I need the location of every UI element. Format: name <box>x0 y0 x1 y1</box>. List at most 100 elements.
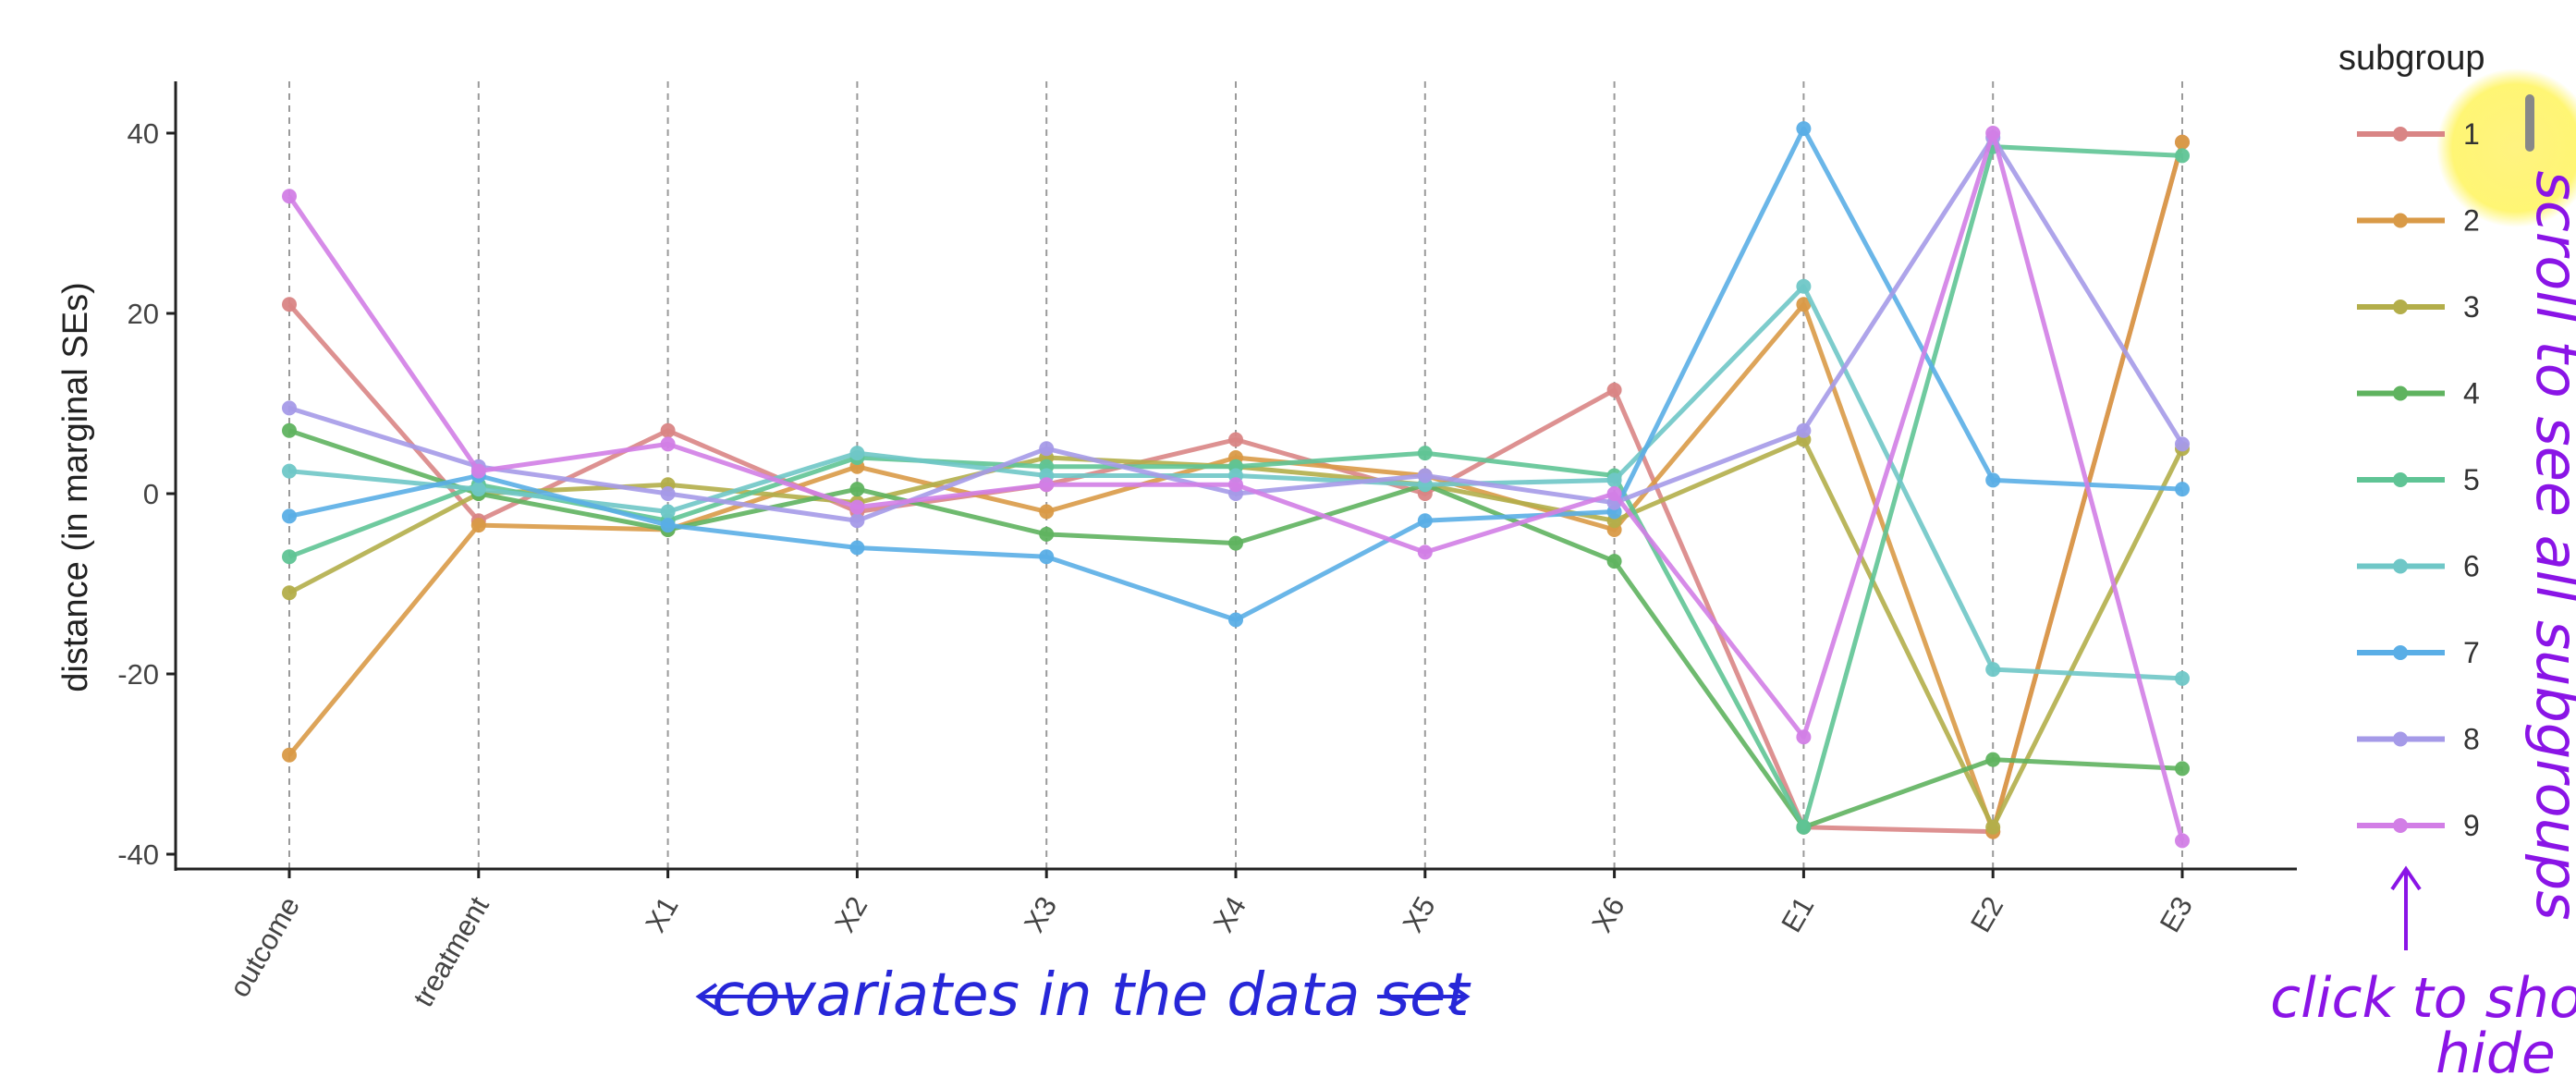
series-2-point <box>1039 504 1055 520</box>
legend-scrollbar[interactable] <box>2525 94 2534 152</box>
series-8-point <box>1417 468 1433 483</box>
legend-title: subgroup <box>2338 39 2484 78</box>
x-tick-label-treatment: treatment <box>407 891 495 1012</box>
series-1-point <box>1606 382 1622 398</box>
series-7 <box>282 121 2190 628</box>
series-6-point <box>470 482 486 497</box>
series-7-point <box>1039 549 1055 565</box>
series-7-point <box>1417 513 1433 529</box>
series-6-point <box>282 463 297 479</box>
series-4-point <box>1985 752 2001 767</box>
series-5-point <box>282 549 297 565</box>
series-7-point <box>1228 612 1243 628</box>
series-4-point <box>1228 535 1243 551</box>
legend-swatch-point <box>2393 472 2408 487</box>
series-7-point <box>1985 472 2001 488</box>
series-4-point <box>2175 761 2190 777</box>
legend-label: 9 <box>2463 809 2480 842</box>
y-axis-title: distance (in marginal SEs) <box>56 282 95 692</box>
series-6-point <box>849 446 865 461</box>
legend-item-9[interactable]: 9 <box>2357 809 2480 842</box>
legend-item-4[interactable]: 4 <box>2357 377 2480 410</box>
series-5-point <box>1796 819 1812 835</box>
y-tick-label: 40 <box>128 117 159 150</box>
series-lines <box>282 121 2190 849</box>
legend-item-1[interactable]: 1 <box>2357 117 2480 151</box>
legend-item-8[interactable]: 8 <box>2357 723 2480 756</box>
legend-label: 5 <box>2463 463 2480 496</box>
series-7-point <box>2175 482 2190 497</box>
y-tick-label: 20 <box>128 298 159 330</box>
series-7-point <box>660 518 676 533</box>
series-6-point <box>1985 662 2001 678</box>
series-8-point <box>2175 436 2190 452</box>
series-5-point <box>1417 446 1433 461</box>
series-6-point <box>1796 278 1812 294</box>
series-9 <box>282 126 2190 849</box>
series-6-point <box>660 504 676 520</box>
series-9-point <box>1985 126 2001 141</box>
series-9-point <box>1417 544 1433 560</box>
x-tick-label-x6: X6 <box>1585 891 1630 937</box>
x-tick-label-x4: X4 <box>1207 891 1252 937</box>
x-tick-label-e2: E2 <box>1964 891 2009 937</box>
series-5-point <box>2175 148 2190 164</box>
click-annotation: click to show/ hide <box>2270 865 2576 1086</box>
series-9-point <box>2175 833 2190 849</box>
scroll-annotation: scroll to see all subgroups <box>2523 170 2576 920</box>
series-6-point <box>2175 670 2190 686</box>
x-tick-label-e3: E3 <box>2154 891 2199 937</box>
series-2-point <box>470 518 486 533</box>
series-3-point <box>282 585 297 601</box>
legend-item-5[interactable]: 5 <box>2357 463 2480 496</box>
series-9-point <box>1228 477 1243 493</box>
series-2-point <box>1796 297 1812 312</box>
series-8-point <box>849 513 865 529</box>
series-9-point <box>470 463 486 479</box>
x-tick-label-outcome: outcome <box>223 891 306 1002</box>
series-4-point <box>849 482 865 497</box>
legend-label: 6 <box>2463 550 2480 583</box>
legend-swatch-point <box>2393 300 2408 314</box>
legend-label: 2 <box>2463 204 2480 238</box>
legend-item-2[interactable]: 2 <box>2357 204 2480 238</box>
series-9-point <box>1606 486 1622 501</box>
series-9-point <box>282 189 297 204</box>
legend-label: 7 <box>2463 636 2480 669</box>
series-7-point <box>849 540 865 556</box>
x-tick-label-x1: X1 <box>639 891 684 937</box>
legend-label: 1 <box>2463 117 2480 151</box>
series-8-point <box>282 400 297 416</box>
legend-label: 3 <box>2463 290 2480 324</box>
x-tick-label-e1: E1 <box>1775 891 1820 937</box>
series-3-point <box>1985 819 2001 835</box>
legend-item-3[interactable]: 3 <box>2357 290 2480 324</box>
series-4-point <box>1606 554 1622 569</box>
series-4-point <box>282 422 297 438</box>
legend-label: 4 <box>2463 377 2480 410</box>
legend-swatch-point <box>2393 818 2408 833</box>
legend-item-6[interactable]: 6 <box>2357 550 2480 583</box>
y-tick-label: -20 <box>117 658 159 691</box>
series-1-point <box>282 297 297 312</box>
series-6 <box>282 278 2190 686</box>
series-8-point <box>1039 441 1055 457</box>
legend-swatch-point <box>2393 127 2408 141</box>
legend-swatch-point <box>2393 731 2408 747</box>
scroll-highlight <box>2436 68 2576 227</box>
series-2-point <box>2175 134 2190 150</box>
legend: subgroup 1 2 3 4 5 6 7 8 9 <box>2338 39 2484 842</box>
series-1-point <box>1228 432 1243 447</box>
series-9-point <box>1796 729 1812 745</box>
y-tick-label: 0 <box>143 478 159 510</box>
x-tick-label-x2: X2 <box>828 891 873 937</box>
legend-swatch-point <box>2393 645 2408 660</box>
series-9-point <box>849 499 865 515</box>
y-tick-label: -40 <box>117 838 159 871</box>
series-7-point <box>1796 121 1812 137</box>
legend-swatch-point <box>2393 385 2408 401</box>
legend-item-7[interactable]: 7 <box>2357 636 2480 669</box>
series-4-point <box>1039 526 1055 542</box>
x-tick-label-x3: X3 <box>1018 891 1063 937</box>
covariates-annotation-text: covariates in the data set <box>712 961 1471 1030</box>
